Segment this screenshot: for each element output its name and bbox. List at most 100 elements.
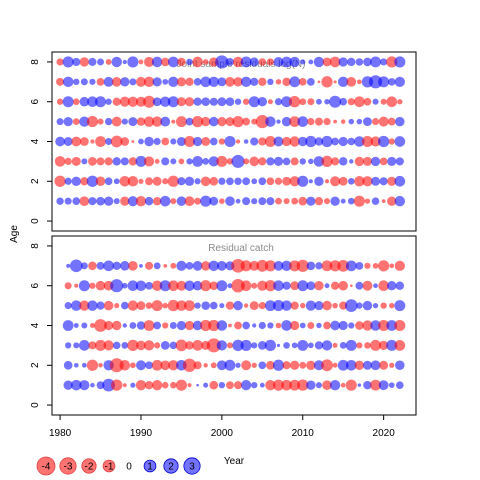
residual-bubble [209, 301, 218, 310]
legend-label: 3 [189, 462, 195, 473]
residual-bubble [258, 321, 266, 330]
residual-bubble [111, 116, 122, 127]
residual-bubble [380, 98, 387, 105]
residual-bubble [113, 198, 120, 205]
residual-bubble [139, 263, 143, 268]
residual-bubble [305, 300, 316, 311]
residual-bubble [218, 177, 226, 185]
legend-bubble [36, 456, 56, 476]
y-tick-label: 0 [30, 402, 41, 408]
residual-bubble [373, 283, 378, 289]
residual-bubble [175, 116, 187, 128]
residual-bubble [88, 157, 97, 166]
residual-bubble [143, 340, 155, 351]
residual-bubble [90, 382, 95, 388]
residual-bubble [56, 118, 64, 126]
residual-bubble [313, 360, 324, 371]
residual-bubble [357, 383, 362, 387]
x-axis: 1980 1990 2000 2010 2020 [49, 415, 395, 439]
residual-bubble [70, 300, 82, 311]
residual-bubble [81, 158, 88, 165]
residual-bubble [241, 360, 252, 371]
y-tick-label: 6 [30, 283, 41, 289]
residual-bubble [323, 118, 331, 126]
residual-bubble [306, 380, 316, 390]
residual-bubble [104, 177, 113, 186]
residual-bubble [187, 383, 192, 388]
residual-bubble [338, 57, 348, 67]
residual-bubble [144, 196, 154, 206]
residual-bubble [127, 196, 138, 207]
residual-bubble [289, 176, 300, 187]
residual-bubble [355, 261, 364, 270]
residual-bubble [154, 158, 160, 164]
residual-bubble [102, 378, 116, 392]
residual-bubble [103, 300, 114, 311]
residual-bubble [217, 260, 227, 271]
residual-bubble [389, 302, 395, 309]
residual-bubble [297, 116, 309, 127]
residual-bubble [96, 261, 105, 270]
residual-bubble [331, 137, 339, 146]
residual-bubble [305, 135, 317, 148]
residual-bubble [362, 176, 373, 187]
residual-bubble [315, 382, 322, 389]
x-tick-label: 2000 [211, 428, 234, 439]
legend-bubble [143, 459, 157, 473]
residual-bubble [217, 117, 227, 127]
residual-bubble [219, 303, 225, 309]
residual-bubble [339, 341, 347, 349]
residual-bubble [266, 58, 274, 66]
residual-bubble [322, 300, 332, 311]
y-tick-label: 0 [30, 218, 41, 224]
residual-bubble [322, 57, 332, 67]
residual-bubble [191, 115, 204, 128]
residual-bubble [257, 280, 268, 291]
residual-bubble [105, 98, 112, 105]
residual-bubble [264, 136, 276, 147]
residual-bubble [394, 195, 406, 207]
residual-bubble [282, 361, 291, 370]
residual-bubble [209, 380, 219, 390]
residual-bubble [216, 320, 228, 331]
y-tick-label: 2 [30, 178, 41, 184]
residual-bubble [128, 117, 138, 127]
residual-bubble [66, 263, 71, 268]
residual-bubble [128, 157, 138, 166]
residual-bubble [267, 322, 274, 329]
residual-bubble [71, 176, 81, 186]
residual-bubble [206, 338, 221, 353]
residual-bubble [200, 319, 212, 332]
residual-bubble [330, 157, 340, 166]
residual-bubble [314, 117, 323, 126]
residual-bubble [192, 156, 203, 167]
residual-bubble [240, 339, 252, 351]
residual-bubble [347, 197, 355, 205]
residual-bubble [386, 339, 398, 351]
residual-bubble [314, 197, 324, 206]
residual-bubble [225, 196, 235, 206]
residual-bubble [168, 360, 179, 371]
residual-bubble [89, 78, 96, 85]
residual-bubble [370, 320, 381, 331]
residual-bubble [243, 139, 249, 144]
residual-bubble [161, 157, 170, 166]
residual-bubble [356, 118, 363, 125]
residual-bubble [110, 279, 124, 293]
residual-bubble [95, 280, 106, 291]
residual-bubble [281, 96, 292, 108]
residual-bubble [243, 158, 250, 165]
legend-label: 2 [168, 462, 174, 473]
residual-bubble [56, 77, 65, 86]
residual-bubble [96, 77, 105, 86]
residual-bubble [395, 281, 405, 290]
residual-bubble [162, 322, 169, 329]
residual-bubble [344, 299, 358, 312]
panel-2-bubbles [62, 259, 406, 392]
residual-bubble [297, 379, 309, 391]
residual-bubble [192, 280, 203, 291]
residual-bubble [289, 76, 301, 88]
residual-bubble [370, 136, 381, 147]
residual-bubble [356, 302, 363, 309]
residual-bubble [145, 302, 153, 309]
